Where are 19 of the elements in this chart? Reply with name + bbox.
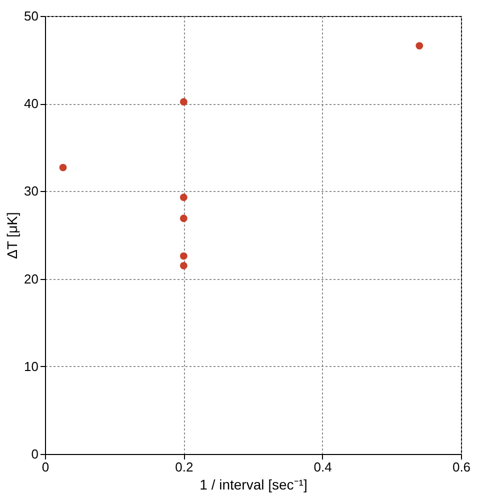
y-tick-label: 0 xyxy=(31,446,38,462)
point xyxy=(180,194,188,202)
point xyxy=(59,164,67,172)
x-tick-label: 0.2 xyxy=(175,460,194,474)
y-tick-label: 30 xyxy=(24,184,38,199)
y-tick-label: 10 xyxy=(24,358,38,374)
x-tick-label: 0.4 xyxy=(314,460,332,474)
point xyxy=(180,98,188,106)
point xyxy=(416,42,424,50)
y-tick-label: 50 xyxy=(24,8,38,24)
y-tick-label: 40 xyxy=(24,96,38,112)
x-tick-label: 0.6 xyxy=(452,460,471,474)
x-tick-label: 0 xyxy=(42,460,50,474)
point xyxy=(180,214,188,222)
x-axis-title: 1 / interval [sec⁻¹] xyxy=(200,476,308,492)
point xyxy=(180,262,188,270)
y-tick-label: 20 xyxy=(24,271,38,286)
y-axis-title: ΔT [μK] xyxy=(4,212,20,259)
point xyxy=(180,252,188,260)
